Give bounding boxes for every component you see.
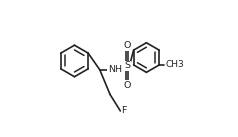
Text: F: F	[121, 106, 127, 115]
Text: O: O	[124, 81, 131, 90]
Text: S: S	[124, 61, 130, 70]
Text: O: O	[124, 41, 131, 50]
Text: CH3: CH3	[166, 60, 184, 69]
Text: NH: NH	[108, 65, 122, 74]
